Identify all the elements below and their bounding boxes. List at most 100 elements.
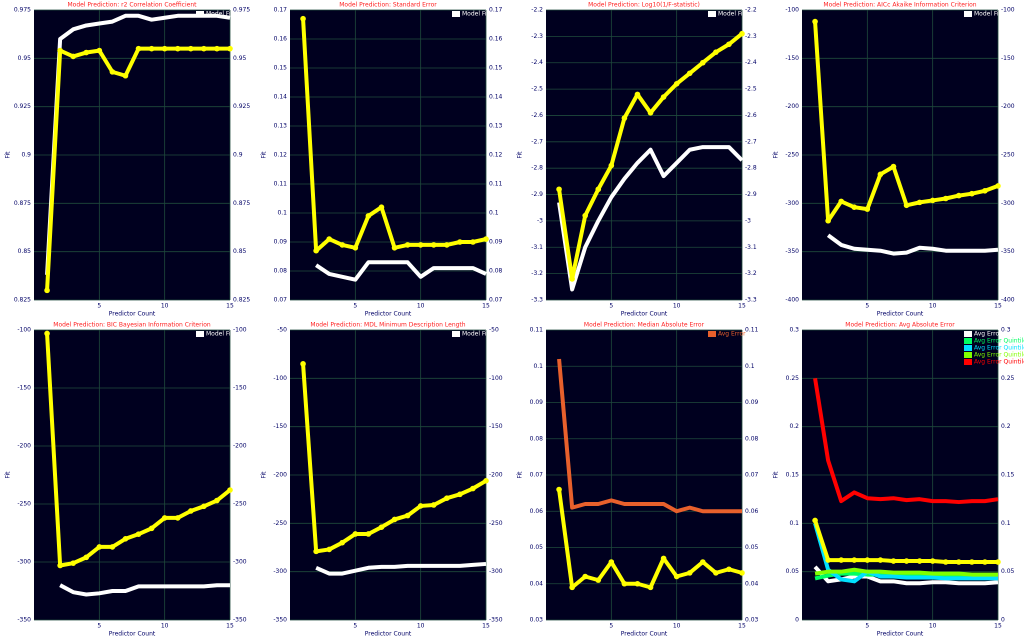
y2-tick-label: -100 (233, 327, 247, 334)
y2-tick-label: -150 (233, 385, 247, 392)
data-point (608, 162, 615, 169)
data-point (148, 525, 155, 532)
y2-tick-label: 0.09 (745, 399, 759, 406)
y2-tick-label: -150 (489, 423, 503, 430)
y2-tick-label: 0.95 (233, 55, 247, 62)
x-axis-label: Predictor Count (621, 631, 668, 638)
y2-tick-label: 0.04 (745, 580, 759, 587)
y2-tick-label: 0.925 (233, 103, 250, 110)
data-point (109, 69, 116, 75)
y2-tick-label: -200 (233, 443, 247, 450)
data-point (404, 242, 411, 248)
y2-tick-label: -350 (489, 617, 503, 624)
y2-tick-label: -3.2 (745, 270, 757, 277)
data-point (326, 236, 333, 242)
x-axis-label: Predictor Count (365, 311, 412, 318)
y2-tick-label: 0.07 (745, 472, 759, 479)
y-tick-label: 0.11 (530, 327, 544, 334)
data-point (942, 559, 949, 565)
data-point (929, 197, 936, 204)
data-point (995, 183, 1001, 189)
data-point (96, 47, 103, 54)
y2-tick-label: 0 (1001, 617, 1005, 624)
data-point (634, 91, 641, 98)
x-axis-label: Predictor Count (109, 311, 156, 318)
x-tick-label: 15 (482, 623, 490, 630)
data-point (556, 186, 562, 193)
x-tick-label: 15 (226, 303, 234, 310)
data-point (864, 557, 871, 563)
data-point (647, 110, 654, 116)
data-point (726, 566, 732, 573)
y2-tick-label: -2.9 (745, 191, 757, 198)
y-tick-label: -350 (785, 248, 799, 255)
chart-title: Model Prediction: Standard Error (339, 2, 437, 9)
data-point (608, 559, 615, 565)
y2-tick-label: 0.05 (1001, 568, 1015, 575)
y-tick-label: 0.875 (14, 200, 31, 207)
plot-area (34, 330, 230, 620)
data-point (739, 570, 745, 576)
x-axis-label: Predictor Count (109, 631, 156, 638)
series-line (826, 233, 999, 256)
y-tick-label: 0.1 (789, 520, 799, 527)
data-point (339, 539, 346, 546)
y2-tick-label: 0.05 (745, 544, 759, 551)
y2-tick-label: -2.6 (745, 112, 757, 119)
data-point (995, 559, 1001, 565)
y-axis-label: Fit (5, 151, 12, 159)
y-tick-label: 0.85 (18, 248, 32, 255)
data-point (161, 515, 168, 521)
data-point (300, 361, 306, 367)
data-point (916, 199, 923, 206)
data-point (135, 531, 142, 537)
y-tick-label: -200 (17, 443, 31, 450)
x-tick-label: 15 (738, 623, 746, 630)
series-line (813, 522, 998, 584)
y2-tick-label: -100 (1001, 7, 1015, 14)
data-point (174, 45, 181, 52)
y2-tick-label: 0.15 (1001, 472, 1015, 479)
data-point (660, 555, 667, 562)
y2-tick-label: 0.85 (233, 248, 247, 255)
y2-tick-label: -250 (233, 501, 247, 508)
y-tick-label: 0.04 (530, 580, 544, 587)
y2-tick-label: 0.3 (1001, 327, 1011, 334)
data-point (457, 239, 463, 245)
y2-tick-label: -2.4 (745, 59, 757, 66)
y2-tick-label: 0.14 (489, 94, 503, 101)
data-point (621, 115, 628, 121)
x-tick-label: 10 (417, 303, 425, 310)
y2-tick-label: -350 (1001, 248, 1015, 255)
data-point (595, 186, 602, 193)
data-point (582, 212, 588, 219)
y2-tick-label: -2.5 (745, 86, 757, 93)
data-point (483, 478, 489, 484)
data-point (135, 45, 142, 52)
y-tick-label: 0.03 (530, 617, 544, 624)
data-point (83, 49, 90, 56)
y-tick-label: -3.2 (531, 270, 543, 277)
y2-tick-label: 0.08 (489, 268, 503, 275)
data-point (339, 242, 346, 248)
data-point (713, 570, 719, 576)
data-point (903, 558, 910, 564)
y-tick-label: -200 (785, 103, 799, 110)
data-point (647, 584, 654, 591)
y2-tick-label: -200 (1001, 103, 1015, 110)
data-point (214, 497, 220, 504)
data-point (391, 245, 398, 251)
y2-tick-label: 0.825 (233, 297, 250, 304)
data-point (660, 94, 667, 100)
chart-title: Model Prediction: Median Absolute Error (584, 322, 705, 329)
y2-tick-label: 0.12 (489, 152, 503, 159)
data-point (982, 559, 988, 565)
y-tick-label: 0.95 (18, 55, 32, 62)
y-tick-label: -350 (273, 617, 287, 624)
data-point (956, 192, 962, 199)
y2-tick-label: -2.2 (745, 7, 757, 14)
data-point (174, 515, 181, 521)
y2-tick-label: 0.1 (745, 363, 755, 370)
data-point (352, 245, 359, 251)
